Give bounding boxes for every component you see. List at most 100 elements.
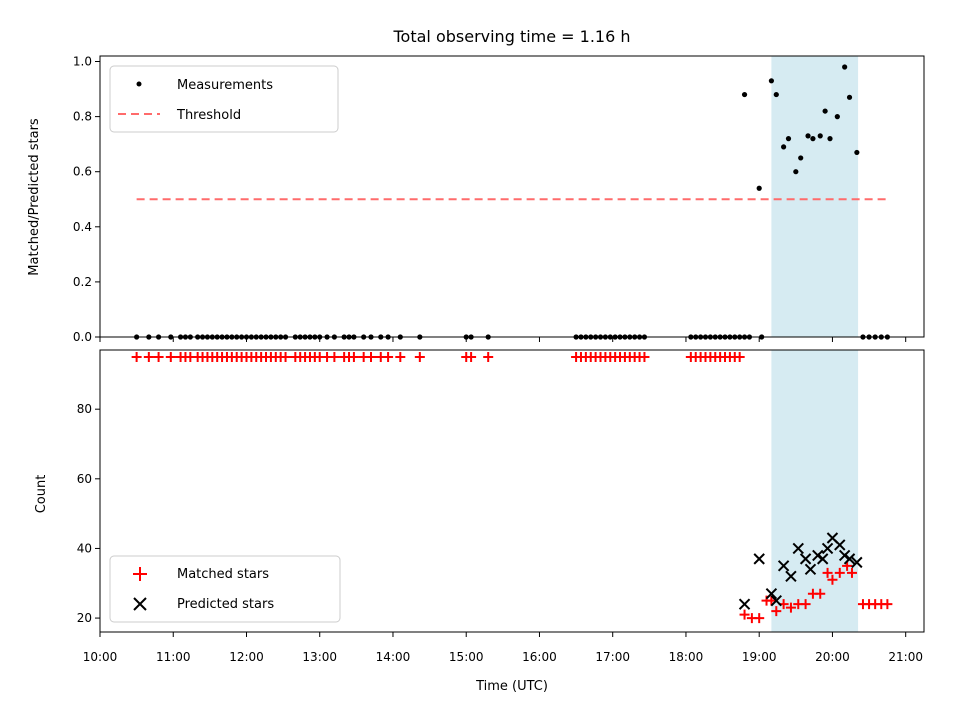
top-y-tick-label: 0.2	[73, 275, 92, 289]
chart-title: Total observing time = 1.16 h	[392, 27, 630, 46]
matched-star-point	[348, 351, 359, 362]
x-tick-label: 20:00	[815, 650, 850, 664]
x-tick-label: 11:00	[156, 650, 191, 664]
matched-star-point	[882, 599, 893, 610]
top-y-tick-label: 0.0	[73, 330, 92, 344]
matched-star-point	[329, 351, 340, 362]
legend-measurement-marker	[136, 81, 142, 87]
predicted-star-point	[816, 553, 829, 565]
x-tick-label: 21:00	[888, 650, 923, 664]
predicted-star-point	[804, 563, 817, 576]
measurement-point	[798, 155, 804, 161]
bottom-highlight-span	[771, 350, 859, 632]
legend-plus-marker	[133, 567, 147, 581]
top-y-tick-label: 0.8	[73, 110, 92, 124]
matched-star-point	[466, 351, 477, 362]
predicted-star-point	[799, 553, 812, 565]
measurement-point	[781, 144, 787, 150]
x-tick-label: 14:00	[376, 650, 411, 664]
measurement-point	[842, 64, 848, 70]
bottom-y-ticks: 20 40 60 80	[77, 402, 100, 625]
matched-star-point	[834, 567, 845, 578]
legend-predicted-label: Predicted stars	[177, 597, 274, 612]
matched-star-point	[395, 351, 406, 362]
bottom-y-tick-label: 40	[77, 541, 92, 555]
bottom-y-tick-label: 20	[77, 611, 92, 625]
measurement-point	[768, 78, 775, 84]
predicted-star-point	[753, 553, 765, 565]
matched-star-point	[131, 351, 142, 362]
bottom-legend-box	[109, 555, 341, 623]
x-tick-label: 16:00	[522, 650, 557, 664]
bottom-y-tick-label: 80	[77, 402, 92, 416]
x-tick-label: 19:00	[742, 650, 777, 664]
top-legend: Measurements Threshold	[109, 65, 339, 133]
matched-star-point	[143, 351, 154, 362]
bottom-y-tick-label: 60	[77, 472, 92, 486]
measurement-point	[822, 108, 828, 114]
measurement-point	[834, 114, 840, 120]
measurement-point	[854, 149, 860, 156]
x-tick-label: 18:00	[669, 650, 704, 664]
matched-star-point	[822, 567, 833, 578]
top-x-ticks	[99, 337, 907, 342]
matched-star-point	[739, 609, 750, 620]
bottom-axes-frame	[99, 349, 925, 633]
top-highlight-span	[771, 56, 859, 337]
measurement-point	[785, 136, 792, 142]
measurement-point	[773, 91, 779, 98]
predicted-star-point	[792, 542, 804, 555]
measurement-point	[756, 185, 762, 191]
measurement-point	[741, 91, 748, 98]
legend-matched-label: Matched stars	[177, 567, 269, 582]
matched-star-point	[815, 588, 826, 599]
legend-threshold-label: Threshold	[176, 108, 241, 123]
matched-star-point	[846, 567, 857, 578]
predicted-star-point	[851, 556, 863, 569]
top-y-tick-label: 0.4	[73, 220, 92, 234]
predicted-star-point	[821, 542, 834, 555]
top-y-tick-label: 0.6	[73, 165, 92, 179]
measurement-point	[817, 133, 823, 139]
predicted-star-point	[785, 570, 797, 583]
matched-star-point	[734, 351, 745, 362]
x-tick-label: 13:00	[302, 650, 337, 664]
top-axes-frame	[99, 55, 925, 338]
predicted-star-points	[738, 532, 863, 610]
top-y-tick-label: 1.0	[73, 55, 92, 69]
matched-star-point	[754, 613, 765, 624]
matched-star-points	[131, 351, 893, 624]
top-panel: 0.0 0.2 0.4 0.6 0.8 1.0 Matched/Predicted sta…	[27, 55, 925, 344]
legend-measurements-label: Measurements	[177, 78, 273, 93]
matched-star-point	[800, 599, 811, 610]
matched-star-point	[280, 351, 291, 362]
matched-star-point	[771, 606, 782, 617]
matched-star-point	[366, 351, 377, 362]
bottom-legend: Matched stars Predicted stars	[109, 555, 341, 623]
predicted-star-point	[777, 560, 790, 572]
top-y-ticks: 0.0 0.2 0.4 0.6 0.8 1.0	[73, 55, 100, 344]
matched-star-point	[165, 351, 176, 362]
measurement-point	[846, 94, 853, 100]
matched-star-point	[483, 351, 494, 362]
predicted-star-point	[765, 587, 778, 600]
x-tick-label: 12:00	[229, 650, 264, 664]
predicted-star-point	[834, 539, 846, 551]
predicted-star-point	[738, 598, 751, 610]
bottom-y-axis-label: Count	[34, 475, 49, 514]
predicted-star-point	[770, 594, 782, 607]
x-axis-label: Time (UTC)	[475, 679, 548, 694]
x-tick-label: 17:00	[595, 650, 630, 664]
top-legend-box	[109, 65, 339, 133]
measurement-points	[134, 64, 890, 340]
measurement-point	[805, 133, 811, 139]
matched-star-point	[766, 595, 777, 606]
measurement-point	[810, 136, 816, 142]
x-tick-label: 10:00	[83, 650, 118, 664]
matched-star-point	[639, 351, 650, 362]
measurement-point	[793, 169, 799, 175]
matched-star-point	[414, 351, 425, 362]
top-y-axis-label: Matched/Predicted stars	[27, 118, 42, 276]
